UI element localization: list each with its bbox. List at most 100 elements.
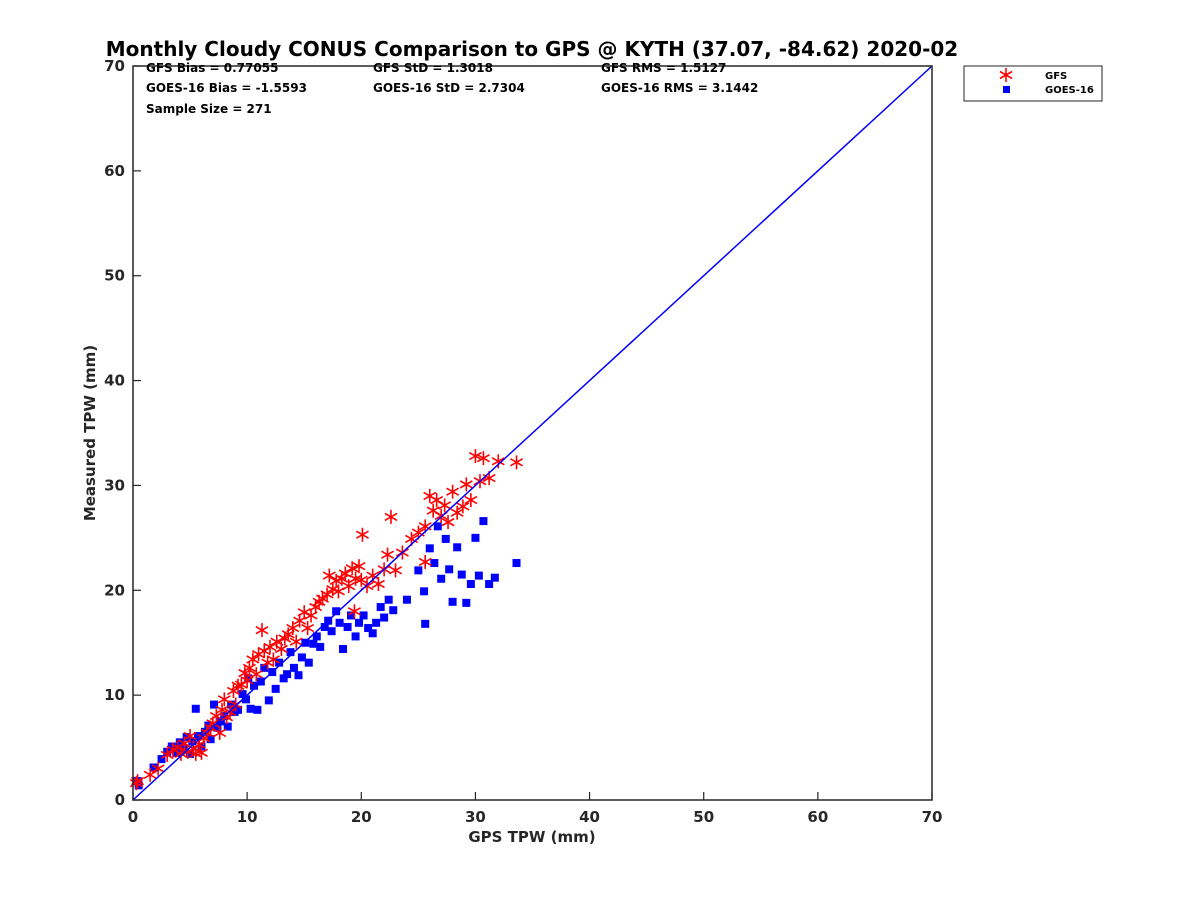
gfs-point — [491, 454, 505, 469]
goes16-point — [462, 598, 471, 607]
goes16-point — [246, 704, 255, 713]
goes16-point — [368, 629, 377, 638]
goes16-point — [167, 742, 176, 751]
x-tick-label: 70 — [922, 808, 943, 826]
goes16-point — [359, 611, 368, 620]
goes16-point — [304, 658, 313, 667]
goes16-point — [294, 671, 303, 680]
goes16-point — [420, 587, 429, 596]
goes16-point — [471, 533, 480, 542]
goes16-point — [149, 763, 158, 772]
gfs-point — [347, 604, 361, 619]
goes16-point — [309, 639, 318, 648]
gfs-point — [446, 484, 460, 499]
goes16-point — [194, 732, 203, 741]
y-tick-label: 50 — [104, 267, 125, 285]
goes16-point — [485, 579, 494, 588]
gfs-point — [151, 761, 165, 776]
gfs-point — [263, 639, 277, 654]
gfs-point — [345, 561, 359, 576]
gfs-point — [249, 667, 263, 682]
gfs-point — [274, 642, 288, 657]
gfs-point — [464, 493, 478, 508]
stat-gfs-rms: GFS RMS = 1.5127 — [601, 61, 726, 75]
stat-sample-size: Sample Size = 271 — [146, 102, 272, 116]
legend-label-goes16: GOES-16 — [1045, 85, 1094, 96]
goes16-point — [206, 735, 215, 744]
gfs-point — [438, 498, 452, 513]
gfs-point — [160, 747, 174, 762]
goes16-point — [457, 570, 466, 579]
x-tick-label: 10 — [237, 808, 258, 826]
y-tick-label: 20 — [104, 581, 125, 599]
goes16-point — [249, 681, 258, 690]
goes16-point — [339, 645, 348, 654]
goes16-point — [421, 619, 430, 628]
legend-label-gfs: GFS — [1045, 71, 1067, 82]
chart-title: Monthly Cloudy CONUS Comparison to GPS @… — [106, 37, 958, 61]
goes16-point — [172, 748, 181, 757]
plot-area-frame — [132, 65, 933, 801]
goes16-point — [191, 704, 200, 713]
goes16-point — [389, 606, 398, 615]
x-tick-label: 30 — [465, 808, 486, 826]
goes16-point — [279, 674, 288, 683]
goes16-point — [474, 571, 483, 580]
x-axis-label: GPS TPW (mm) — [468, 828, 595, 846]
gfs-point — [331, 584, 345, 599]
goes16-point — [351, 632, 360, 641]
goes16-point — [364, 624, 373, 633]
goes16-point — [384, 595, 393, 604]
y-tick-label: 60 — [104, 162, 125, 180]
goes16-point — [512, 559, 521, 568]
goes16-point — [453, 543, 462, 552]
goes16-point — [297, 653, 306, 662]
reference-line-1to1 — [132, 65, 933, 801]
stat-goes-bias: GOES-16 Bias = -1.5593 — [146, 81, 307, 95]
goes16-point — [448, 597, 457, 606]
gfs-point — [240, 673, 254, 688]
y-tick-label: 30 — [104, 476, 125, 494]
gfs-point — [255, 623, 269, 638]
goes16-point — [445, 565, 454, 574]
gfs-point — [476, 451, 490, 466]
goes16-point — [430, 559, 439, 568]
goes16-point — [289, 663, 298, 672]
goes16-point — [227, 700, 236, 709]
gfs-point — [381, 547, 395, 562]
axis-ticks: 0 10 20 30 40 50 60 70 0 10 20 30 40 50 60 70 — [104, 57, 942, 826]
gfs-point — [459, 477, 473, 492]
gfs-point — [441, 515, 455, 530]
goes16-point — [437, 574, 446, 583]
x-tick-label: 60 — [807, 808, 828, 826]
goes16-point — [479, 517, 488, 526]
goes16-point — [425, 544, 434, 553]
y-tick-label: 0 — [115, 791, 125, 809]
goes16-point — [242, 695, 251, 704]
goes16-point — [327, 627, 336, 636]
goes16-point — [347, 611, 356, 620]
goes16-point — [238, 690, 247, 699]
x-tick-label: 50 — [693, 808, 714, 826]
y-axis-label: Measured TPW (mm) — [81, 345, 99, 521]
goes16-point — [490, 573, 499, 582]
gfs-point — [183, 729, 197, 744]
y-tick-label: 10 — [104, 686, 125, 704]
gfs-point — [213, 725, 227, 740]
stat-gfs-bias: GFS Bias = 0.77055 — [146, 61, 278, 75]
goes16-point — [343, 622, 352, 631]
goes16-point — [157, 755, 166, 764]
gfs-point — [418, 554, 432, 569]
gfs-point — [426, 503, 440, 518]
gfs-point — [450, 505, 464, 520]
x-tick-label: 40 — [579, 808, 600, 826]
gfs-point — [286, 621, 300, 636]
legend-box — [963, 65, 1103, 102]
goes16-point — [301, 638, 310, 647]
legend: GFS GOES-16 — [963, 65, 1103, 102]
y-tick-label: 70 — [104, 57, 125, 75]
stat-goes-rms: GOES-16 RMS = 3.1442 — [601, 81, 758, 95]
data-points — [129, 449, 524, 791]
goes16-point — [264, 696, 273, 705]
gfs-point — [266, 652, 280, 667]
